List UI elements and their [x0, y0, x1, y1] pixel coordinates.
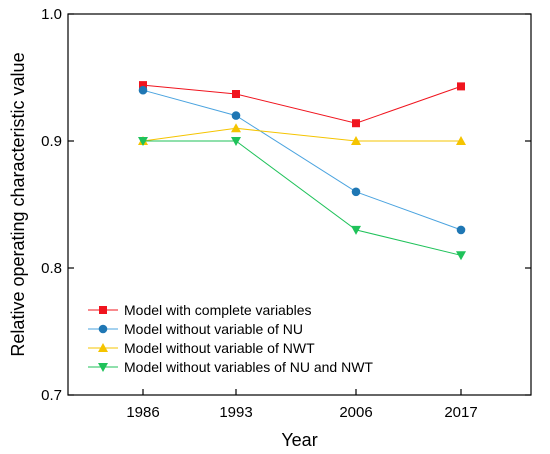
data-point: [351, 225, 361, 235]
data-point: [231, 137, 241, 146]
data-point: [456, 225, 466, 235]
legend-item: Model without variable of NWT: [88, 340, 315, 356]
y-axis: 0.7 0.8 0.9 1.0: [41, 6, 531, 404]
legend-label: Model without variable of NWT: [124, 340, 315, 356]
x-tick-label: 1986: [126, 404, 159, 421]
series-3: [138, 123, 466, 145]
data-point: [139, 81, 147, 90]
y-axis-title: Relative operating characteristic value: [8, 52, 28, 356]
x-tick-label: 2017: [444, 404, 477, 421]
series-2: [138, 85, 466, 235]
legend-label: Model with complete variables: [124, 302, 312, 318]
legend-label: Model without variables of NU and NWT: [124, 359, 373, 375]
y-tick-label: 0.9: [41, 133, 62, 150]
data-point: [352, 119, 360, 128]
data-point: [138, 85, 148, 95]
legend: Model with complete variables Model witho…: [88, 302, 373, 375]
data-point: [456, 251, 466, 261]
y-tick-label: 0.7: [41, 387, 62, 404]
series-1: [139, 81, 465, 128]
series-line: [142, 84, 462, 124]
data-point: [351, 136, 361, 145]
legend-marker: [98, 324, 108, 334]
series-line: [142, 89, 462, 231]
legend-item: Model with complete variables: [88, 302, 312, 318]
plot-frame: [67, 13, 532, 396]
legend-item: Model without variable of NU: [88, 321, 303, 337]
series-line: [142, 127, 461, 142]
data-point: [232, 90, 240, 99]
legend-marker: [98, 363, 108, 372]
legend-item: Model without variables of NU and NWT: [88, 359, 373, 375]
data-point: [457, 82, 465, 91]
legend-label: Model without variable of NU: [124, 321, 303, 337]
data-point: [351, 187, 361, 197]
y-tick-label: 1.0: [41, 6, 62, 23]
data-point: [231, 123, 241, 133]
legend-marker: [98, 343, 108, 352]
x-axis: 1986 1993 2006 2017: [126, 389, 478, 421]
data-point: [138, 137, 148, 146]
legend-marker: [99, 306, 107, 314]
series-layer: [138, 81, 466, 261]
series-line: [143, 140, 462, 256]
x-tick-label: 1993: [219, 404, 252, 421]
series-4: [138, 137, 466, 261]
data-point: [231, 111, 241, 120]
data-point: [456, 136, 466, 145]
y-tick-label: 0.8: [41, 260, 62, 277]
x-axis-title: Year: [281, 430, 317, 450]
x-tick-label: 2006: [339, 404, 372, 421]
